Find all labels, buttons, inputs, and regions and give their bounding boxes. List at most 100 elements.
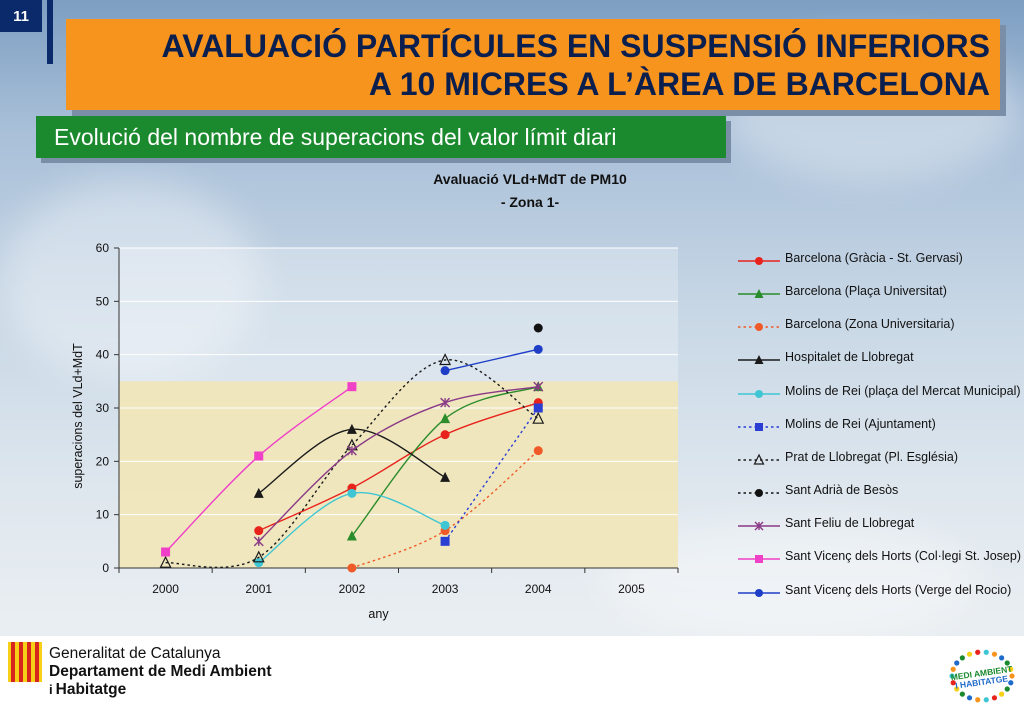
legend-marker <box>754 521 764 531</box>
legend-label: Barcelona (Gràcia - St. Gervasi) <box>785 251 963 265</box>
org-line3-prefix: i <box>49 682 53 697</box>
data-point <box>254 451 264 461</box>
legend-label: Sant Adrià de Besòs <box>785 483 899 497</box>
data-point <box>346 423 357 434</box>
series-line <box>165 359 539 569</box>
data-point <box>254 526 264 536</box>
footer: Generalitat de Catalunya Departament de … <box>0 636 1024 709</box>
series-line <box>258 402 539 532</box>
data-point <box>440 536 450 546</box>
legend-label: Molins de Rei (plaça del Mercat Municipa… <box>785 384 1021 398</box>
legend-swatch <box>738 390 780 398</box>
data-point <box>440 471 451 482</box>
legend-label: Sant Feliu de Llobregat <box>785 516 915 530</box>
organization-name: Generalitat de Catalunya Departament de … <box>49 645 272 699</box>
legend-item: Sant Vicenç dels Horts (Verge del Rocio) <box>736 582 1022 612</box>
data-point <box>533 344 543 354</box>
x-tick-label: 2002 <box>339 582 366 596</box>
logo-dot <box>966 651 973 657</box>
legend-label: Prat de Llobregat (Pl. Església) <box>785 450 959 464</box>
series-3 <box>253 423 451 498</box>
legend-item: Barcelona (Zona Universitaria) <box>736 316 1022 346</box>
org-line3: i Habitatge <box>49 681 272 699</box>
y-tick-label: 60 <box>96 241 110 255</box>
data-point <box>533 381 544 392</box>
logo-dot <box>999 691 1005 697</box>
org-line2: Departament de Medi Ambient <box>49 663 272 680</box>
series-7 <box>533 323 543 333</box>
x-tick-label: 2000 <box>152 582 179 596</box>
org-line1: Generalitat de Catalunya <box>49 645 221 662</box>
logo-dot <box>966 695 973 701</box>
data-point <box>252 550 265 563</box>
limit-band <box>119 381 678 568</box>
legend-swatch <box>738 355 780 364</box>
legend-marker <box>755 390 763 398</box>
series-line <box>258 385 539 542</box>
decorative-bar <box>47 0 53 64</box>
legend-item: Sant Feliu de Llobregat <box>736 515 1022 545</box>
legend-label: Barcelona (Zona Universitaria) <box>785 317 955 331</box>
legend-label: Sant Vicenç dels Horts (Col·legi St. Jos… <box>785 549 1021 563</box>
legend-marker <box>753 453 765 465</box>
data-point <box>254 558 264 568</box>
logo-dot <box>950 666 956 672</box>
medi-ambient-logo-icon: MEDI AMBIENT I HABITATGE <box>949 649 1015 703</box>
logo-dot <box>975 697 981 703</box>
logo-dot <box>954 686 960 692</box>
data-point <box>347 563 357 573</box>
series-10 <box>440 344 543 376</box>
logo-dot <box>959 691 965 697</box>
generalitat-logo-icon <box>8 642 42 682</box>
legend-marker <box>754 289 764 298</box>
logo-dot <box>1008 666 1014 672</box>
x-axis-label: any <box>368 607 389 621</box>
legend-swatch <box>738 521 780 531</box>
logo-dot <box>954 660 960 666</box>
legend-item: Barcelona (Plaça Universitat) <box>736 283 1022 313</box>
data-point <box>440 366 450 376</box>
data-point <box>346 530 357 541</box>
data-point <box>347 488 357 498</box>
x-tick-label: 2005 <box>618 582 645 596</box>
legend-swatch <box>738 589 780 597</box>
data-point <box>253 536 264 547</box>
x-tick-label: 2003 <box>432 582 459 596</box>
data-point <box>253 487 264 498</box>
data-point <box>440 397 451 408</box>
data-point <box>440 520 450 530</box>
legend-label: Hospitalet de Llobregat <box>785 350 914 364</box>
legend-marker <box>755 423 763 431</box>
org-line3-text: Habitatge <box>55 681 127 698</box>
legend-item: Hospitalet de Llobregat <box>736 349 1022 379</box>
logo-dot <box>983 649 989 655</box>
data-point <box>440 430 450 440</box>
legend-swatch <box>738 423 780 431</box>
legend-marker <box>755 589 763 597</box>
logo-dot <box>991 695 998 701</box>
chart-title-line1: Avaluació VLd+MdT de PM10 <box>433 171 627 187</box>
slide-number: 11 <box>0 0 42 32</box>
logo-dot <box>950 680 956 686</box>
series-5 <box>440 403 543 546</box>
y-tick-label: 50 <box>96 294 110 308</box>
data-point <box>161 547 171 557</box>
logo-dot <box>949 673 955 679</box>
legend-swatch <box>738 323 780 331</box>
legend-item: Sant Vicenç dels Horts (Col·legi St. Jos… <box>736 548 1022 578</box>
y-tick-label: 40 <box>96 348 110 362</box>
data-point <box>347 382 357 392</box>
chart-title: Avaluació VLd+MdT de PM10 - Zona 1- <box>330 168 730 214</box>
data-point <box>346 445 357 456</box>
logo-dot <box>1004 686 1010 692</box>
data-point <box>533 403 543 413</box>
legend-item: Molins de Rei (plaça del Mercat Municipa… <box>736 383 1022 413</box>
chart-title-line2: - Zona 1- <box>500 194 560 210</box>
logo-dot <box>1009 673 1015 679</box>
series-6 <box>159 353 545 569</box>
y-tick-label: 10 <box>96 508 110 522</box>
data-point <box>532 411 545 424</box>
legend-swatch <box>738 555 780 563</box>
data-point <box>533 446 543 456</box>
series-line <box>444 348 539 372</box>
